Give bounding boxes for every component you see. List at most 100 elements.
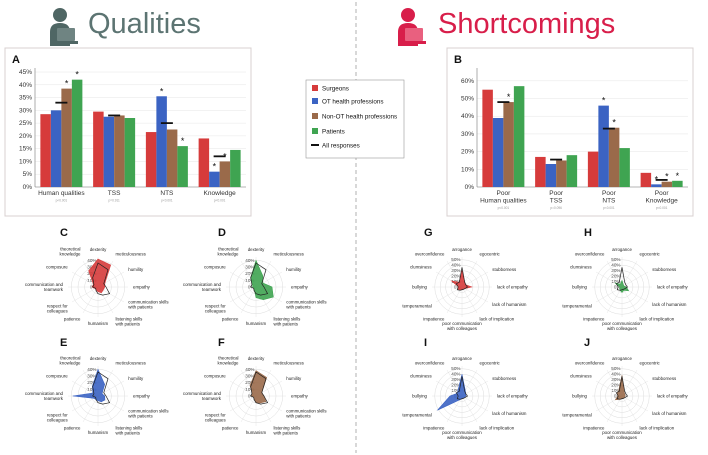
p-value-label: p=0.911 (108, 199, 120, 203)
radar-axis-label: clumsiness (410, 374, 433, 379)
radar-tick-label: 10% (87, 387, 96, 392)
radar-series-area (72, 368, 106, 403)
radar-axis-label: humanism (246, 430, 267, 435)
radar-axis-label: dexterity (248, 247, 265, 252)
bar-non-ot-health-professions-2 (166, 129, 178, 187)
radar-spoke (606, 260, 623, 288)
p-value-label: p<0.001 (656, 206, 668, 210)
radar-axis-label: listening skills with patients (116, 425, 144, 435)
radar-axis-label: communication skills with patients (128, 300, 169, 310)
radar-tick-label: 20% (87, 380, 96, 385)
radar-axis-label: stubborness (492, 267, 517, 272)
radar-axis-label: arrogance (612, 356, 632, 361)
radar-spoke (621, 369, 638, 397)
radar-axis-label: bullying (572, 394, 587, 399)
legend-label-patients: Patients (322, 129, 345, 136)
radar-chart-panel-d: D0%10%20%30%40%dexteritymeticulousnesshu… (183, 227, 327, 326)
significance-star: * (602, 96, 606, 106)
radar-spoke (446, 286, 463, 314)
y-tick-label: 0% (23, 184, 33, 191)
radar-axis-label: patience (222, 425, 239, 430)
bar-patients-2 (177, 146, 188, 187)
bar-ot-health-professions-3 (209, 171, 220, 187)
p-value-label: p<0.001 (161, 199, 173, 203)
significance-star: * (65, 79, 69, 89)
radar-axis-label: temperamental (562, 304, 591, 309)
y-tick-label: 0% (465, 184, 475, 191)
radar-axis-label: lack of implication (480, 316, 515, 321)
radar-axis-label: temperamental (402, 413, 431, 418)
significance-star: * (160, 86, 164, 96)
bar-non-ot-health-professions-3 (661, 181, 673, 187)
radar-axis-label: respect for colleagues (47, 304, 69, 314)
radar-tick-label: 30% (451, 268, 460, 273)
radar-spoke (240, 286, 257, 314)
p-value-label: p<0.001 (56, 199, 68, 203)
bar-surgeons-0 (482, 89, 493, 187)
p-value-label: p<0.001 (498, 206, 510, 210)
x-tick-label: Poor Knowledge (646, 190, 679, 205)
y-tick-label: 30% (461, 131, 474, 138)
panel-label-e: E (60, 337, 67, 349)
radar-axis-label: respect for colleagues (47, 413, 69, 423)
bar-ot-health-professions-1 (545, 164, 557, 187)
radar-axis-label: overconfidence (575, 252, 605, 257)
radar-spoke (621, 395, 649, 412)
radar-axis-label: listening skills with patients (274, 425, 302, 435)
bar-surgeons-1 (93, 111, 104, 187)
bar-non-ot-health-professions-1 (114, 115, 125, 187)
radar-spoke (621, 260, 638, 288)
y-tick-label: 50% (461, 96, 474, 103)
significance-star: * (665, 172, 669, 182)
bar-ot-health-professions-2 (156, 96, 167, 187)
radar-axis-label: lack of implication (480, 425, 515, 430)
legend-swatch-nonot (312, 113, 318, 119)
y-tick-label: 40% (461, 113, 474, 120)
radar-tick-label: 50% (611, 257, 620, 262)
radar-tick-label: 40% (451, 372, 460, 377)
radar-tick-label: 10% (245, 387, 254, 392)
radar-axis-label: theoretical knowledge (218, 247, 240, 257)
radar-tick-label: 10% (611, 279, 620, 284)
radar-axis-label: lack of implication (640, 425, 675, 430)
radar-tick-label: 40% (611, 372, 620, 377)
radar-axis-label: patience (64, 316, 81, 321)
bar-surgeons-3 (640, 172, 652, 187)
radar-axis-label: communication skills with patients (128, 409, 169, 419)
radar-chart-panel-c: C0%10%20%30%40%dexteritymeticulousnesshu… (25, 227, 169, 326)
panel-label-j: J (584, 337, 590, 349)
radar-spoke (621, 395, 638, 423)
bar-surgeons-1 (535, 156, 546, 187)
bar-patients-3 (672, 180, 683, 187)
radar-spoke (621, 286, 638, 314)
radar-chart-panel-g: G0%10%20%30%40%50%arroganceegocentricstu… (402, 227, 528, 331)
radar-tick-label: 40% (245, 258, 254, 263)
significance-star: * (75, 70, 79, 80)
radar-axis-label: temperamental (402, 304, 431, 309)
radar-spoke (621, 271, 649, 288)
radar-chart-panel-i: I0%10%20%30%40%50%arroganceegocentricstu… (402, 337, 528, 440)
radar-all-responses-outline (455, 376, 468, 400)
radar-tick-label: 30% (245, 374, 254, 379)
radar-spoke (461, 395, 489, 412)
radar-axis-label: meticulousness (274, 361, 305, 366)
radar-axis-label: meticulousness (116, 252, 147, 257)
panel-label-a: A (12, 54, 20, 66)
radar-axis-label: impatience (583, 425, 605, 430)
radar-all-responses-outline (615, 267, 628, 291)
radar-all-responses-outline (92, 371, 111, 405)
panel-a-frame (4, 47, 252, 217)
bar-surgeons-3 (198, 138, 210, 187)
radar-axis-label: lack of implication (640, 316, 675, 321)
radar-tick-label: 10% (451, 388, 460, 393)
radar-tick-label: 50% (451, 257, 460, 262)
bar-surgeons-2 (587, 151, 599, 187)
radar-axis-label: poor communication with colleagues (602, 430, 642, 440)
radar-axis-label: communication skills with patients (286, 409, 327, 419)
radar-all-responses-outline (455, 267, 468, 291)
radar-axis-label: humanism (246, 321, 267, 326)
radar-axis-label: theoretical knowledge (218, 356, 240, 366)
radar-axis-label: lack of empathy (657, 394, 689, 399)
radar-axis-label: empathy (133, 285, 151, 290)
y-tick-label: 25% (19, 120, 32, 127)
